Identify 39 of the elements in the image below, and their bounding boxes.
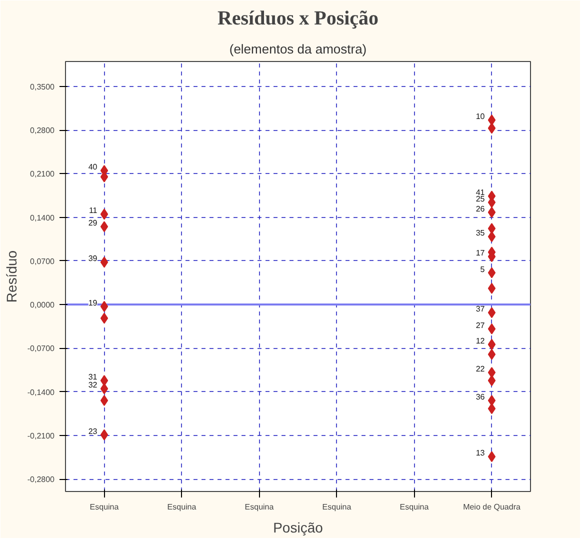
annotation: 37 xyxy=(476,304,486,314)
annotation: 19 xyxy=(88,298,98,308)
y-tick-label: -0,0700 xyxy=(27,344,56,354)
x-tick-label: Esquina xyxy=(244,502,274,512)
y-tick-label: -0,2100 xyxy=(27,431,56,440)
y-tick-label: 0,3500 xyxy=(30,82,56,92)
y-tick-label: 0,2100 xyxy=(30,170,56,179)
annotation: 17 xyxy=(476,248,486,258)
annotation: 11 xyxy=(88,206,98,216)
annotation: 31 xyxy=(88,372,98,382)
chart-title: Resíduos x Posição xyxy=(217,8,379,30)
x-tick-label: Meio de Quadra xyxy=(463,502,521,512)
y-tick-label: 0,0700 xyxy=(30,256,56,266)
annotation: 27 xyxy=(476,320,486,330)
annotation: 10 xyxy=(476,112,486,122)
annotation: 40 xyxy=(88,162,98,172)
annotation: 23 xyxy=(88,426,98,436)
chart-subtitle: (elementos da amostra) xyxy=(229,42,367,56)
annotation: 26 xyxy=(476,204,486,214)
y-tick-label: -0,2800 xyxy=(27,475,56,484)
x-tick-label: Esquina xyxy=(167,502,197,512)
annotation: 29 xyxy=(88,218,98,228)
y-axis-title: Resíduo xyxy=(3,250,20,303)
y-tick-label: 0,0000 xyxy=(30,300,56,310)
annotation: 36 xyxy=(476,392,486,402)
annotation: 32 xyxy=(88,380,98,390)
annotation: 35 xyxy=(476,228,486,238)
y-tick-label: -0,1400 xyxy=(27,388,56,397)
x-axis-title: Posição xyxy=(273,520,324,536)
annotation: 13 xyxy=(476,448,486,458)
annotation: 5 xyxy=(480,264,486,274)
y-tick-label: 0,2800 xyxy=(30,126,56,136)
y-tick-label: 0,1400 xyxy=(30,213,56,222)
annotation: 39 xyxy=(88,254,98,264)
x-tick-label: Esquina xyxy=(90,502,120,512)
x-tick-label: Esquina xyxy=(400,502,430,512)
annotation: 12 xyxy=(476,336,486,346)
x-tick-label: Esquina xyxy=(322,502,352,512)
annotation: 22 xyxy=(476,364,486,374)
